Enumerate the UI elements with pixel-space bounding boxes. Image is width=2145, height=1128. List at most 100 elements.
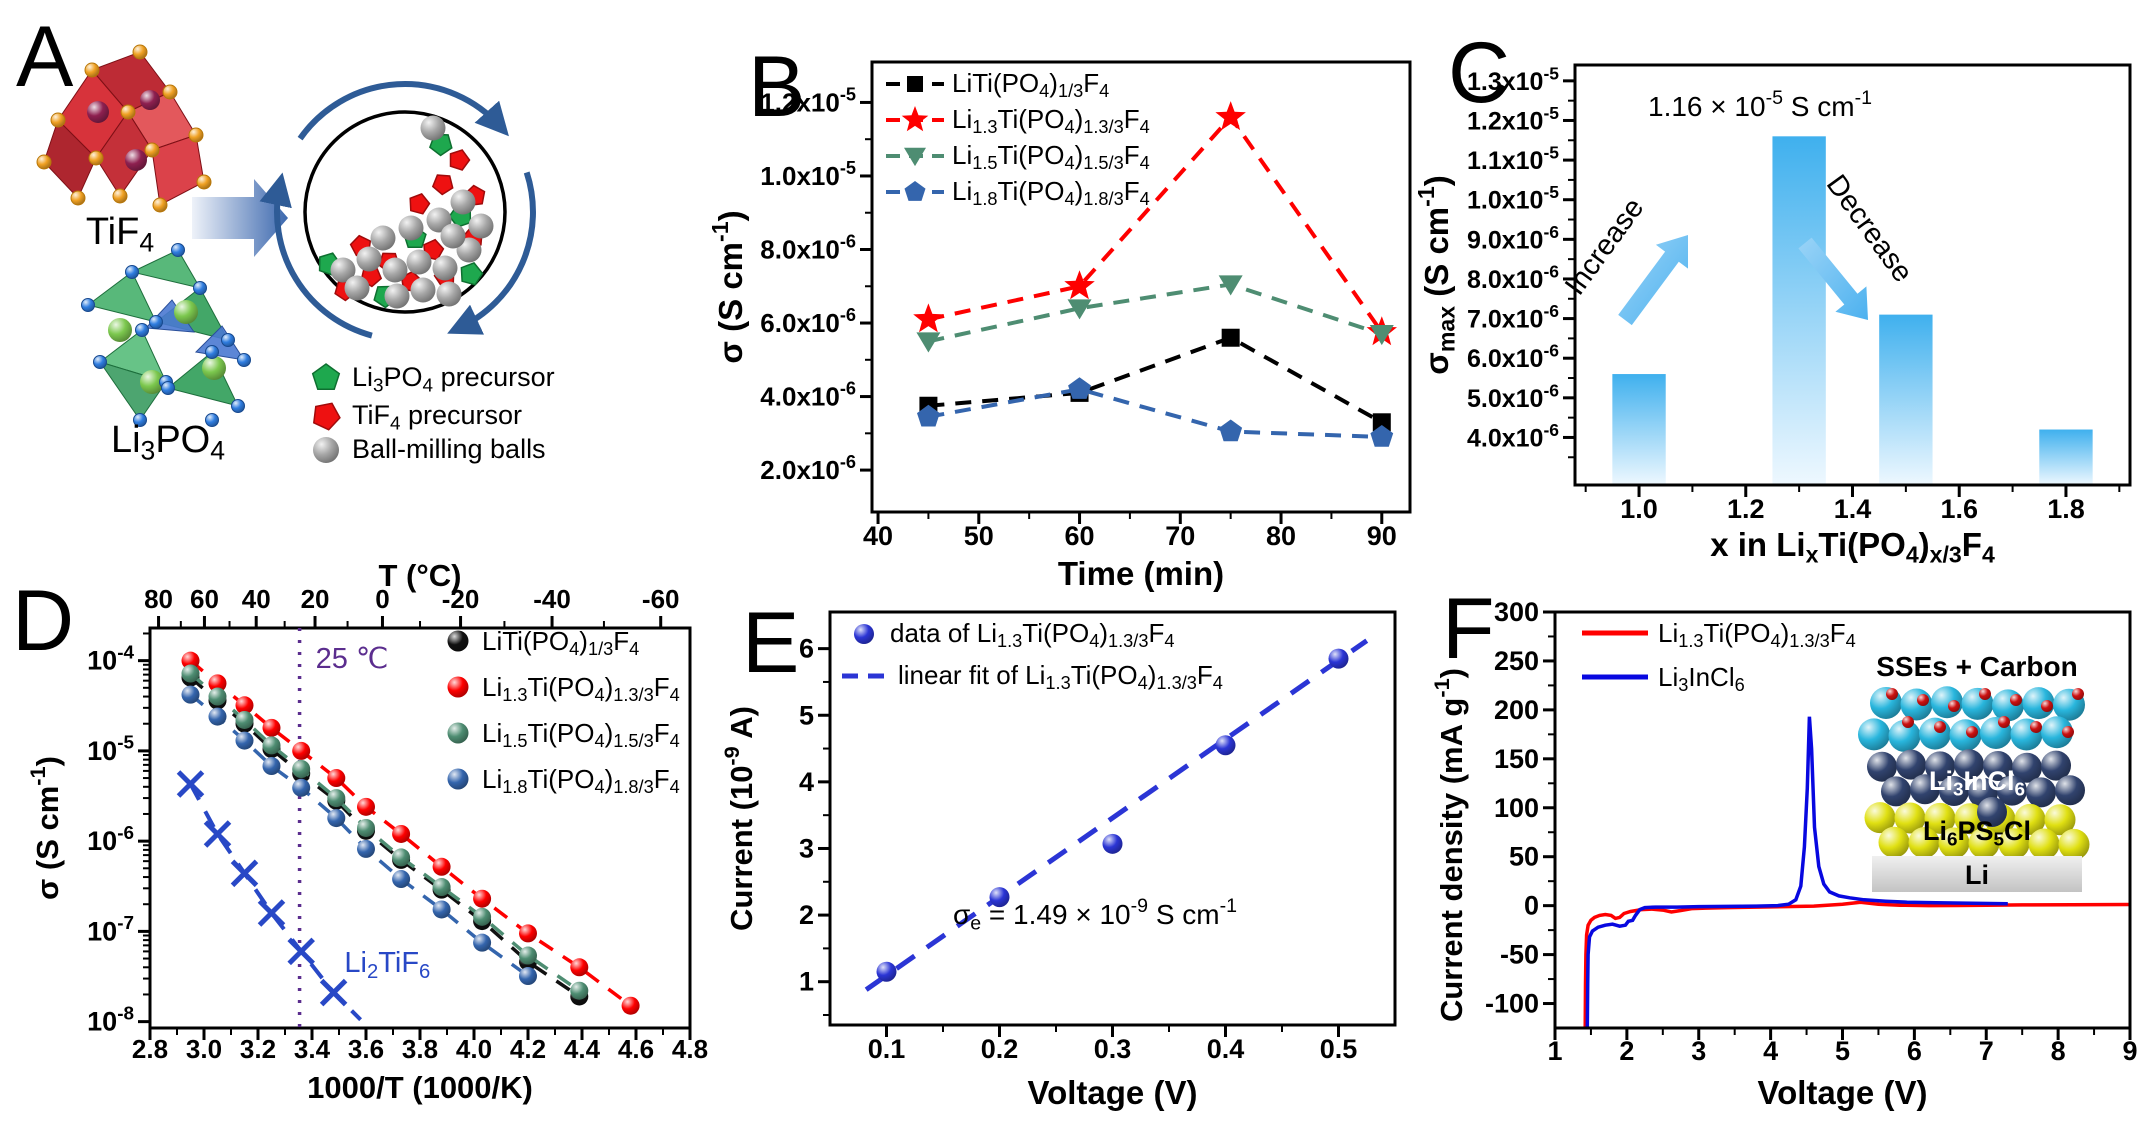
svg-text:4.6: 4.6 <box>618 1034 654 1064</box>
svg-text:10-4: 10-4 <box>87 642 134 675</box>
svg-text:1.0x10-5: 1.0x10-5 <box>760 158 856 191</box>
panel-b-letter: B <box>748 39 806 135</box>
b-legend-label: Li1.8Ti(PO4)1.8/3F4 <box>952 176 1150 209</box>
svg-text:0.4: 0.4 <box>1207 1034 1245 1064</box>
f-ylabel: Current density (mA g-1) <box>1429 668 1469 1022</box>
svg-text:5.0x10-6: 5.0x10-6 <box>1467 380 1559 413</box>
svg-text:4: 4 <box>799 767 814 797</box>
f-legend-label: Li3InCl6 <box>1658 662 1745 695</box>
svg-text:50: 50 <box>964 521 994 551</box>
f-inset-layer-label: Li3InCl6 <box>1929 766 2025 800</box>
f-inset-title: SSEs + Carbon <box>1876 651 2078 682</box>
svg-text:0.5: 0.5 <box>1320 1034 1358 1064</box>
svg-text:1.6: 1.6 <box>1940 494 1978 524</box>
b-ylabel: σ (S cm-1) <box>707 210 749 363</box>
svg-text:-60: -60 <box>642 584 680 614</box>
svg-text:9: 9 <box>2122 1036 2137 1066</box>
panel-e-legend: data of Li1.3Ti(PO4)1.3/3F4 linear fit of… <box>842 618 1223 693</box>
e-xlabel: Voltage (V) <box>1028 1074 1198 1111</box>
svg-text:0: 0 <box>1524 891 1539 921</box>
svg-text:1.0x10-5: 1.0x10-5 <box>1467 182 1559 215</box>
e-ylabel: Current (10-9 A) <box>719 706 759 931</box>
panel-a-schematic: TiF4 Li3PO4 Li3PO4 precursor TiF4 precursor… <box>36 44 555 466</box>
svg-text:4: 4 <box>1763 1036 1778 1066</box>
svg-text:1.1x10-5: 1.1x10-5 <box>1467 143 1559 176</box>
svg-text:80: 80 <box>144 584 173 614</box>
b-legend-label: LiTi(PO4)1/3F4 <box>952 68 1109 101</box>
e-legend-label: data of Li1.3Ti(PO4)1.3/3F4 <box>890 618 1174 651</box>
svg-text:7: 7 <box>1979 1036 1994 1066</box>
c-xlabel: x in LixTi(PO4)x/3F4 <box>1710 526 1995 568</box>
svg-text:1.4: 1.4 <box>1834 494 1872 524</box>
panel-e-letter: E <box>742 595 800 691</box>
svg-text:1.2x10-5: 1.2x10-5 <box>1467 103 1559 136</box>
panel-b-chart: 40 50 60 70 80 90 2.0x10-6 4.0x10-6 6.0x10-6 8.0x… <box>707 60 1412 592</box>
b-legend-label: Li1.5Ti(PO4)1.5/3F4 <box>952 140 1150 173</box>
panel-e-chart: 0.1 0.2 0.3 0.4 0.5 1 2 3 4 5 6 data of Li1.3Ti(PO4… <box>719 610 1397 1111</box>
svg-text:10-7: 10-7 <box>87 913 134 946</box>
svg-text:1.3x10-5: 1.3x10-5 <box>1467 63 1559 96</box>
svg-text:3.2: 3.2 <box>240 1034 276 1064</box>
d-xlabel: 1000/T (1000/K) <box>307 1070 533 1105</box>
svg-text:90: 90 <box>1367 521 1397 551</box>
svg-text:300: 300 <box>1494 597 1539 627</box>
svg-text:60: 60 <box>190 584 219 614</box>
panel-c-chart: 1.0 1.2 1.4 1.6 1.8 4.0x10-6 5.0x10-6 6.0x10-6 7… <box>1413 63 2132 568</box>
svg-text:4.0: 4.0 <box>456 1034 492 1064</box>
d-ylabel: σ (S cm-1) <box>25 756 65 900</box>
svg-text:1.2: 1.2 <box>1727 494 1765 524</box>
d-legend-label: Li1.5Ti(PO4)1.5/3F4 <box>482 718 680 751</box>
panel-d-chart: 2.8 3.0 3.2 3.4 3.6 3.8 4.0 4.2 4.4 4.6 4.8 10-4 10-… <box>25 558 708 1105</box>
svg-text:4.0x10-6: 4.0x10-6 <box>760 379 856 412</box>
f-inset: SSEs + Carbon Li3InCl6 Li6PS5Cl Li <box>1858 651 2090 892</box>
panel-b-legend: LiTi(PO4)1/3F4Li1.3Ti(PO4)1.3/3F4Li1.5Ti… <box>886 68 1150 209</box>
panel-d-legend: LiTi(PO4)1/3F4 Li1.3Ti(PO4)1.3/3F4 Li1.5Ti… <box>447 626 680 797</box>
d-25c-label: 25 ℃ <box>316 643 389 675</box>
svg-text:7.0x10-6: 7.0x10-6 <box>1467 301 1559 334</box>
d-top-label: T (°C) <box>379 558 462 593</box>
svg-text:2.0x10-6: 2.0x10-6 <box>760 452 856 485</box>
svg-text:3: 3 <box>1691 1036 1706 1066</box>
e-annotation: σe = 1.49 × 10-9 S cm-1 <box>953 895 1237 934</box>
svg-text:8.0x10-6: 8.0x10-6 <box>760 232 856 265</box>
li3po4-structure <box>81 243 251 427</box>
svg-text:150: 150 <box>1494 744 1539 774</box>
svg-text:60: 60 <box>1065 521 1095 551</box>
svg-text:4.2: 4.2 <box>510 1034 546 1064</box>
svg-text:3.0: 3.0 <box>186 1034 222 1064</box>
f-inset-layer-label: Li6PS5Cl <box>1923 816 2031 850</box>
svg-text:20: 20 <box>301 584 330 614</box>
svg-text:-50: -50 <box>1500 940 1539 970</box>
panel-c-letter: C <box>1448 25 1511 121</box>
svg-text:1.2x10-5: 1.2x10-5 <box>760 85 856 118</box>
process-arrow <box>192 179 288 257</box>
tif4-label: TiF4 <box>86 211 154 258</box>
li3po4-label: Li3PO4 <box>111 419 225 466</box>
svg-text:-20: -20 <box>442 584 480 614</box>
d-legend-label: Li1.8Ti(PO4)1.8/3F4 <box>482 764 680 797</box>
d-legend-label: LiTi(PO4)1/3F4 <box>482 626 639 659</box>
svg-text:1.0: 1.0 <box>1620 494 1658 524</box>
svg-text:8: 8 <box>2051 1036 2066 1066</box>
svg-text:0: 0 <box>375 584 389 614</box>
ball-mill <box>259 81 536 339</box>
svg-text:250: 250 <box>1494 646 1539 676</box>
b-xlabel: Time (min) <box>1058 555 1224 592</box>
svg-text:3.6: 3.6 <box>348 1034 384 1064</box>
svg-text:1: 1 <box>1547 1036 1562 1066</box>
svg-text:3.4: 3.4 <box>294 1034 331 1064</box>
svg-text:2: 2 <box>799 900 814 930</box>
svg-text:2.8: 2.8 <box>132 1034 168 1064</box>
svg-text:5: 5 <box>799 700 814 730</box>
svg-text:50: 50 <box>1509 842 1539 872</box>
e-legend-label: linear fit of Li1.3Ti(PO4)1.3/3F4 <box>898 660 1223 693</box>
svg-text:0.1: 0.1 <box>868 1034 906 1064</box>
f-inset-layer-label: Li <box>1965 860 1989 890</box>
svg-text:6.0x10-6: 6.0x10-6 <box>760 305 856 338</box>
svg-text:100: 100 <box>1494 793 1539 823</box>
svg-text:0.2: 0.2 <box>981 1034 1019 1064</box>
panel-f-chart: 1 2 3 4 5 6 7 8 9 -100 -50 0 50 100 150 200 250 300 Li1.3T… <box>1429 597 2138 1111</box>
panel-a-legend-label: TiF4 precursor <box>352 400 522 434</box>
c-arrows: Increase Decrease <box>1559 169 1919 326</box>
c-increase-label: Increase <box>1559 192 1650 301</box>
